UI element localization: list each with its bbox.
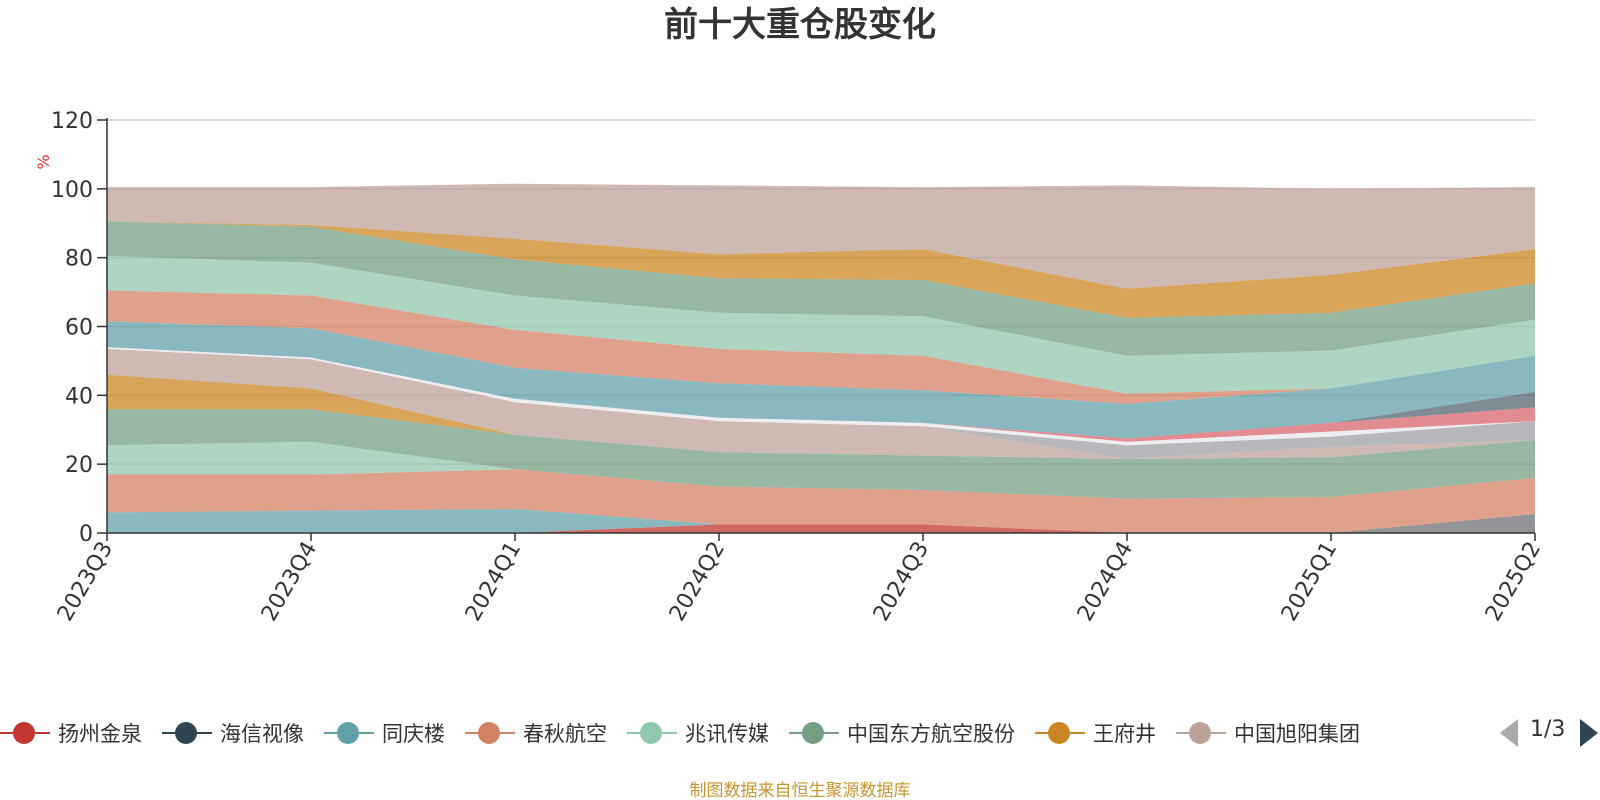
legend-label: 王府井: [1093, 722, 1156, 746]
legend-item[interactable]: 扬州金泉: [0, 713, 142, 753]
area-series-7: [107, 374, 1535, 459]
x-tick-label: 2024Q1: [461, 538, 526, 626]
legend-marker-icon: [627, 721, 677, 745]
x-tick-label: 2023Q3: [53, 538, 118, 626]
area-series-0: [107, 514, 1535, 533]
y-tick-label: 0: [79, 522, 93, 547]
legend-item[interactable]: 春秋航空: [465, 713, 607, 753]
y-tick-label: 60: [65, 316, 93, 341]
x-tick-label: 2023Q4: [257, 538, 322, 626]
legend-marker-icon: [324, 721, 374, 745]
legend-page-indicator: 1/3: [1530, 717, 1566, 742]
source-note: 制图数据来自恒生聚源数据库: [689, 781, 911, 800]
legend-label: 中国东方航空股份: [847, 722, 1015, 746]
x-tick-label: 2024Q2: [665, 538, 730, 626]
legend-item[interactable]: 同庆楼: [324, 713, 445, 753]
legend: 扬州金泉 海信视像 同庆楼 春秋航空 兆讯传媒 中国东方航空股份 王府井 中国旭阳集团 1/3: [0, 713, 1600, 753]
legend-next-page-icon[interactable]: [1580, 719, 1598, 747]
area-series-3: [107, 508, 1535, 533]
y-tick-label: 100: [51, 178, 93, 203]
legend-item[interactable]: 王府井: [1035, 713, 1156, 753]
legend-label: 春秋航空: [523, 722, 607, 746]
area-series-16: [107, 221, 1535, 356]
legend-items: 扬州金泉 海信视像 同庆楼 春秋航空 兆讯传媒 中国东方航空股份 王府井 中国旭阳集团: [0, 713, 1484, 753]
y-tick-label: 40: [65, 384, 93, 409]
y-tick-label: 80: [65, 247, 93, 272]
legend-item[interactable]: 中国旭阳集团: [1176, 713, 1360, 753]
area-series-18: [107, 183, 1535, 289]
legend-label: 同庆楼: [382, 722, 445, 746]
legend-item[interactable]: 兆讯传媒: [627, 713, 769, 753]
legend-label: 兆讯传媒: [685, 722, 769, 746]
legend-prev-page-icon[interactable]: [1500, 719, 1518, 747]
legend-label: 扬州金泉: [58, 722, 142, 746]
x-tick-label: 2024Q4: [1073, 538, 1138, 626]
area-series-17: [107, 221, 1535, 318]
legend-marker-icon: [1035, 721, 1085, 745]
legend-label: 海信视像: [220, 722, 304, 746]
area-series-14: [107, 290, 1535, 404]
legend-marker-icon: [789, 721, 839, 745]
y-tick-label: 20: [65, 453, 93, 478]
legend-item[interactable]: 中国东方航空股份: [789, 713, 1015, 753]
legend-marker-icon: [162, 721, 212, 745]
x-tick-label: 2025Q1: [1277, 538, 1342, 626]
y-axis-unit-label: %: [34, 154, 53, 169]
legend-marker-icon: [465, 721, 515, 745]
legend-item[interactable]: 海信视像: [162, 713, 304, 753]
area-series-13: [107, 321, 1535, 439]
legend-marker-icon: [0, 721, 50, 745]
area-series-2: [107, 514, 1535, 533]
stacked-area-chart: 0 20 40 60 80 100 120% 2023Q3 2023Q4 2024Q1 2024Q2…: [34, 109, 1546, 626]
area-series-8: [107, 348, 1535, 459]
x-tick-label: 2024Q3: [869, 538, 934, 626]
legend-label: 中国旭阳集团: [1234, 722, 1360, 746]
area-series-4: [107, 469, 1535, 533]
x-tick-label: 2025Q2: [1481, 538, 1546, 626]
area-series-15: [107, 255, 1535, 394]
legend-marker-icon: [1176, 721, 1226, 745]
chart-title: 前十大重仓股变化: [664, 5, 936, 45]
y-tick-label: 120: [51, 109, 93, 134]
area-series-5: [107, 441, 1535, 499]
